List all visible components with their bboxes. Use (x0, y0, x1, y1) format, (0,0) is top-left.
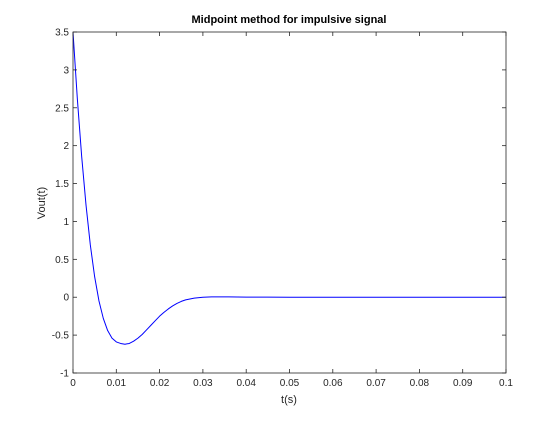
y-axis-label: Vout(t) (36, 187, 48, 219)
axes-background (73, 32, 506, 373)
x-tick-label: 0.08 (410, 378, 430, 389)
x-tick-label: 0.09 (453, 378, 473, 389)
x-tick-label: 0.1 (499, 378, 513, 389)
y-tick-label: -0.5 (52, 331, 70, 342)
y-tick-label: 1 (63, 217, 69, 228)
x-tick-label: 0.03 (193, 378, 213, 389)
chart-title: Midpoint method for impulsive signal (192, 14, 387, 26)
x-axis: 0 0.01 0.02 0.03 0.04 0.05 0.06 0.07 0.08 0.09 0.1 (70, 32, 513, 389)
series-layer (72, 31, 506, 345)
y-tick-label: 2 (63, 141, 69, 152)
y-tick-label: 3.5 (55, 28, 69, 39)
x-tick-label: 0.02 (150, 378, 170, 389)
x-axis-label: t(s) (281, 394, 297, 406)
x-tick-label: 0 (70, 378, 76, 389)
y-tick-label: -1 (60, 369, 69, 380)
y-tick-label: 0 (63, 293, 69, 304)
y-axis: -1 -0.5 0 0.5 1 1.5 2 2.5 3 3.5 (52, 28, 506, 380)
series-line-0 (72, 31, 506, 345)
x-tick-label: 0.01 (107, 378, 127, 389)
y-tick-label: 0.5 (55, 255, 69, 266)
x-tick-label: 0.06 (323, 378, 343, 389)
plot-area (73, 32, 506, 373)
x-tick-label: 0.07 (366, 378, 386, 389)
x-tick-label: 0.05 (280, 378, 300, 389)
y-tick-label: 3 (63, 65, 69, 76)
x-tick-label: 0.04 (236, 378, 256, 389)
y-tick-label: 1.5 (55, 179, 69, 190)
y-tick-label: 2.5 (55, 103, 69, 114)
